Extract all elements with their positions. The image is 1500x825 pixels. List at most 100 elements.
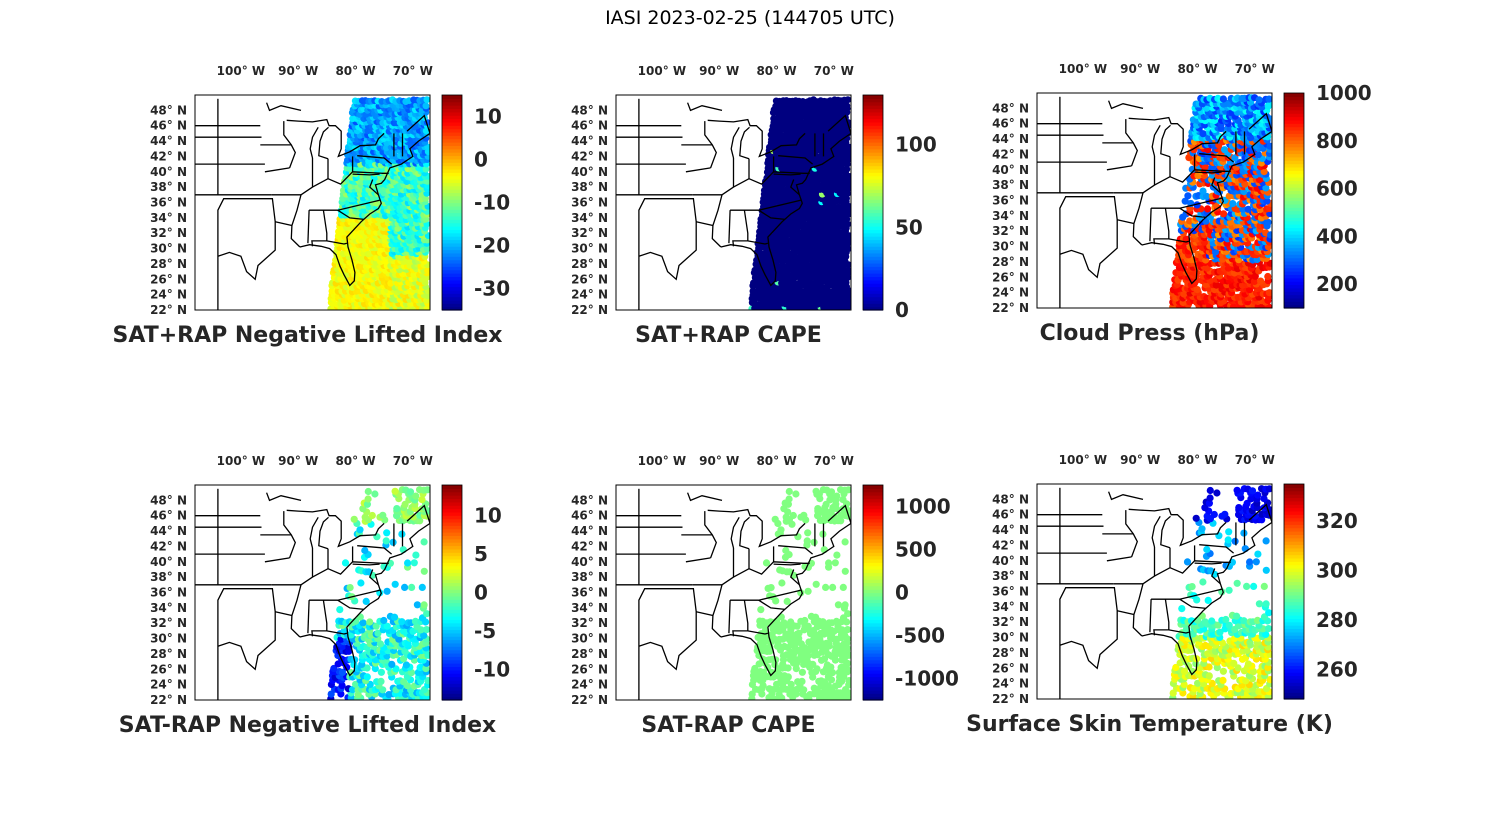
data-point	[784, 673, 792, 681]
data-point	[782, 546, 790, 555]
lat-tick-label: 28° N	[571, 647, 608, 661]
data-point	[762, 559, 771, 567]
boundary-line	[790, 569, 800, 586]
lat-tick-label: 48° N	[571, 103, 608, 117]
data-point	[809, 660, 817, 668]
lat-tick-label: 30° N	[571, 242, 608, 256]
data-point	[400, 678, 408, 686]
data-point	[837, 517, 845, 525]
data-point	[379, 511, 387, 519]
data-point	[422, 127, 430, 135]
data-point	[363, 673, 371, 681]
data-point	[780, 505, 788, 513]
lat-tick-label: 44° N	[571, 134, 608, 148]
data-point	[422, 665, 430, 673]
data-points	[748, 96, 851, 310]
data-point	[1216, 628, 1224, 636]
data-point	[362, 597, 370, 605]
data-point	[1229, 200, 1237, 208]
boundary-line	[720, 522, 851, 677]
data-point	[1266, 676, 1272, 684]
data-point	[404, 559, 412, 567]
boundary-line	[739, 126, 750, 160]
boundary-line	[265, 492, 302, 502]
lat-tick-label: 22° N	[150, 303, 187, 317]
data-point	[843, 165, 851, 173]
lat-tick-label: 32° N	[150, 226, 187, 240]
colorbar-tick-label: 0	[474, 581, 488, 605]
data-point	[1257, 277, 1265, 285]
data-point	[841, 601, 849, 609]
boundary-line	[638, 198, 697, 310]
data-point	[388, 660, 396, 668]
data-point	[1265, 289, 1272, 297]
data-point	[424, 267, 430, 274]
lon-tick-label: 80° W	[1177, 62, 1217, 76]
lon-tick-label: 70° W	[393, 454, 433, 468]
boundary-line	[1125, 119, 1139, 167]
data-point	[789, 511, 797, 520]
lat-tick-label: 46° N	[150, 119, 187, 133]
data-point	[1205, 663, 1213, 671]
data-point	[390, 613, 399, 621]
boundary-line	[309, 589, 380, 601]
data-point	[423, 626, 430, 634]
data-point	[420, 601, 428, 609]
data-point	[759, 668, 768, 676]
data-point	[1251, 272, 1259, 280]
data-point	[1240, 134, 1248, 142]
colorbar-tick-label: -1000	[895, 667, 959, 691]
lat-tick-label: 36° N	[150, 196, 187, 210]
colorbar-tick-label: 1000	[1316, 81, 1372, 105]
boundary-line	[1107, 100, 1144, 110]
lat-tick-label: 34° N	[150, 601, 187, 615]
map-panel-4: 100° W 90° W 80° W 70° W 48° N 46° N 44° N 42° …	[35, 445, 510, 745]
data-point	[1219, 210, 1228, 218]
lon-tick-label: 70° W	[1235, 62, 1275, 76]
boundary-line	[1168, 238, 1190, 243]
data-points	[1169, 94, 1272, 308]
lat-tick-label: 36° N	[571, 586, 608, 600]
data-point	[1205, 672, 1213, 680]
data-point	[769, 686, 778, 694]
data-point	[841, 567, 849, 575]
data-point	[361, 546, 369, 555]
data-point	[363, 500, 371, 508]
data-point	[363, 664, 371, 672]
colorbar-tick-label: 0	[895, 581, 909, 605]
data-point	[845, 267, 851, 274]
panel-title: SAT-RAP Negative Lifted Index	[119, 713, 496, 738]
lat-tick-label: 42° N	[992, 147, 1029, 161]
data-point	[1219, 667, 1227, 675]
data-point	[829, 583, 837, 591]
data-point	[845, 292, 851, 300]
data-point	[339, 187, 347, 194]
lat-tick-label: 26° N	[571, 662, 608, 676]
lat-tick-label: 26° N	[992, 270, 1029, 284]
lat-tick-label: 48° N	[571, 493, 608, 507]
data-point	[420, 538, 428, 546]
lat-tick-label: 48° N	[992, 101, 1029, 115]
data-point	[828, 669, 837, 677]
lat-tick-label: 34° N	[571, 211, 608, 225]
data-point	[834, 601, 842, 609]
data-point	[330, 664, 338, 673]
boundary-line	[685, 557, 711, 563]
boundary-line	[275, 221, 293, 227]
data-point	[812, 580, 820, 588]
data-point	[401, 583, 409, 591]
lat-tick-label: 40° N	[150, 165, 187, 179]
lon-tick-label: 90° W	[1120, 62, 1160, 76]
data-point	[391, 487, 399, 495]
boundary-line	[778, 155, 814, 165]
lat-tick-label: 44° N	[150, 524, 187, 538]
data-point	[371, 490, 379, 498]
boundary-line	[747, 630, 769, 635]
map-svg: 100° W 90° W 80° W 70° W48° N46° N44° N42° …	[966, 453, 1358, 737]
lat-tick-label: 30° N	[150, 632, 187, 646]
panel-title: SAT-RAP CAPE	[641, 713, 815, 738]
data-point	[341, 559, 350, 567]
